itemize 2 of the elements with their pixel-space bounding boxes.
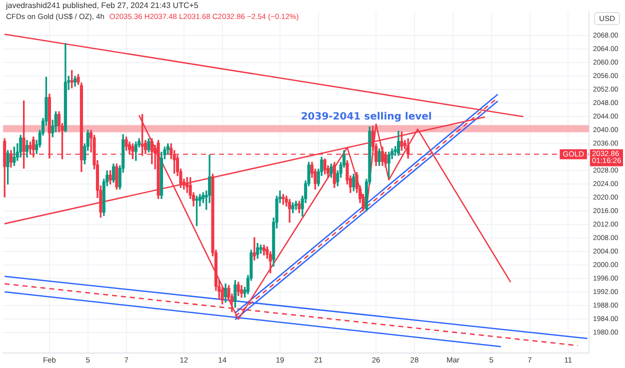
text: javedrashid241 published, Feb 27, 2024 21:43 UTC+5 — [6, 1, 198, 10]
band-label: 2039-2041 selling level — [300, 112, 432, 123]
